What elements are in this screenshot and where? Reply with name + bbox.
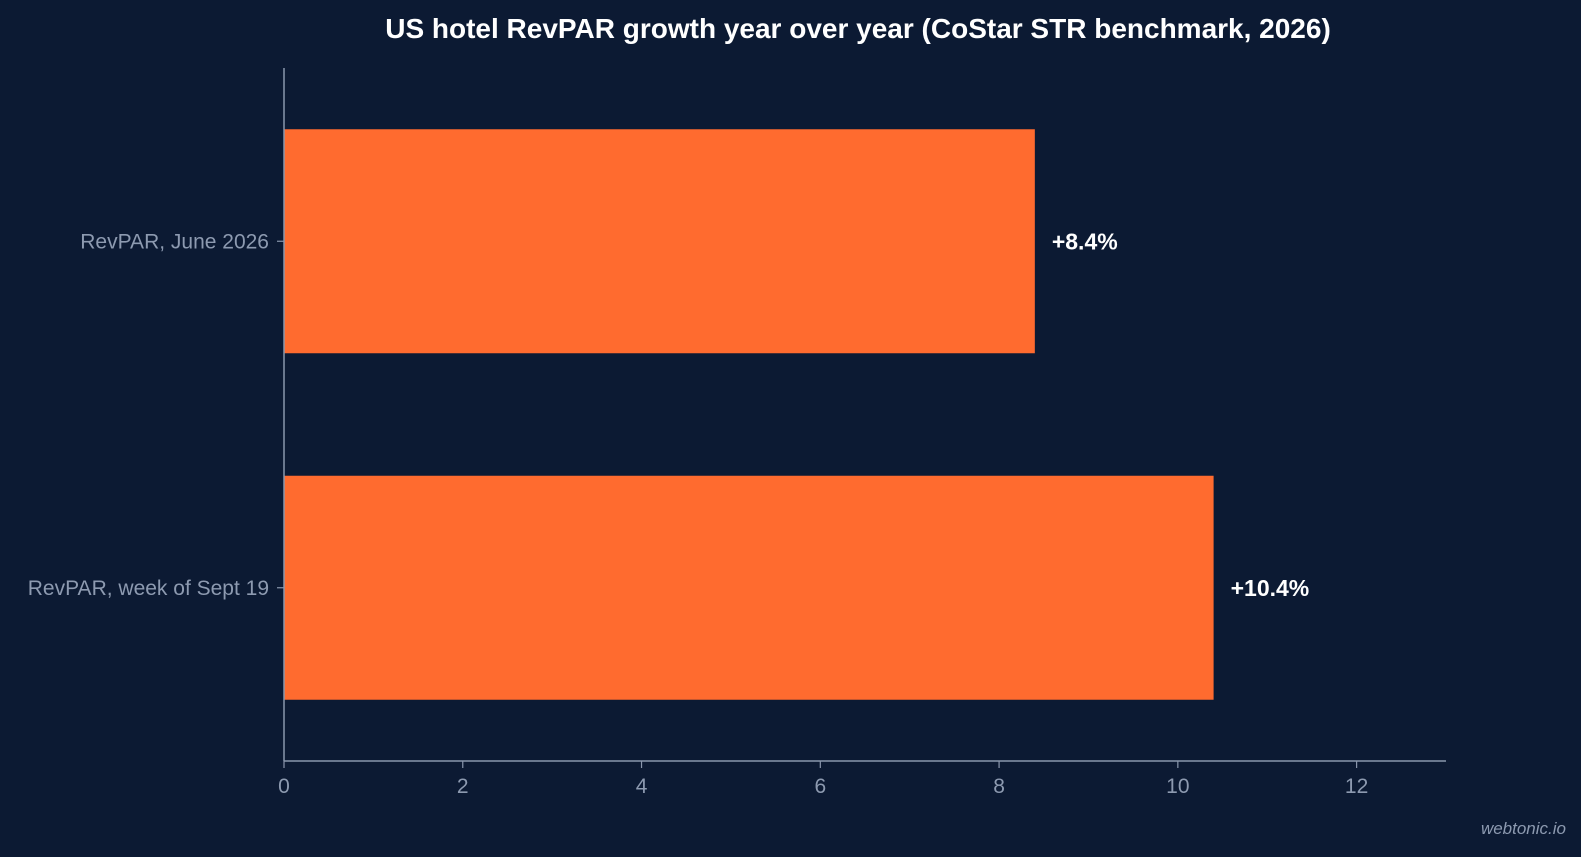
x-tick-label-10: 10 <box>1166 775 1189 798</box>
category-label-2: RevPAR, week of Sept 19 <box>28 577 269 600</box>
axes-layer: RevPAR, June 2026 RevPAR, week of Sept 19… <box>28 68 1446 798</box>
bars-layer: +8.4% +10.4% <box>284 129 1309 700</box>
x-tick-label-12: 12 <box>1345 775 1368 798</box>
watermark: webtonic.io <box>1481 819 1566 838</box>
bar-2 <box>284 475 1214 700</box>
x-tick-label-2: 2 <box>457 775 469 798</box>
x-tick-label-4: 4 <box>636 775 648 798</box>
data-label-2: +10.4% <box>1231 575 1310 601</box>
data-label-1: +8.4% <box>1052 228 1118 254</box>
x-tick-label-8: 8 <box>993 775 1005 798</box>
chart-title: US hotel RevPAR growth year over year (C… <box>385 13 1331 44</box>
category-label-1: RevPAR, June 2026 <box>80 230 269 253</box>
x-tick-label-6: 6 <box>814 775 826 798</box>
x-tick-label-0: 0 <box>278 775 290 798</box>
bar-1 <box>284 129 1035 354</box>
